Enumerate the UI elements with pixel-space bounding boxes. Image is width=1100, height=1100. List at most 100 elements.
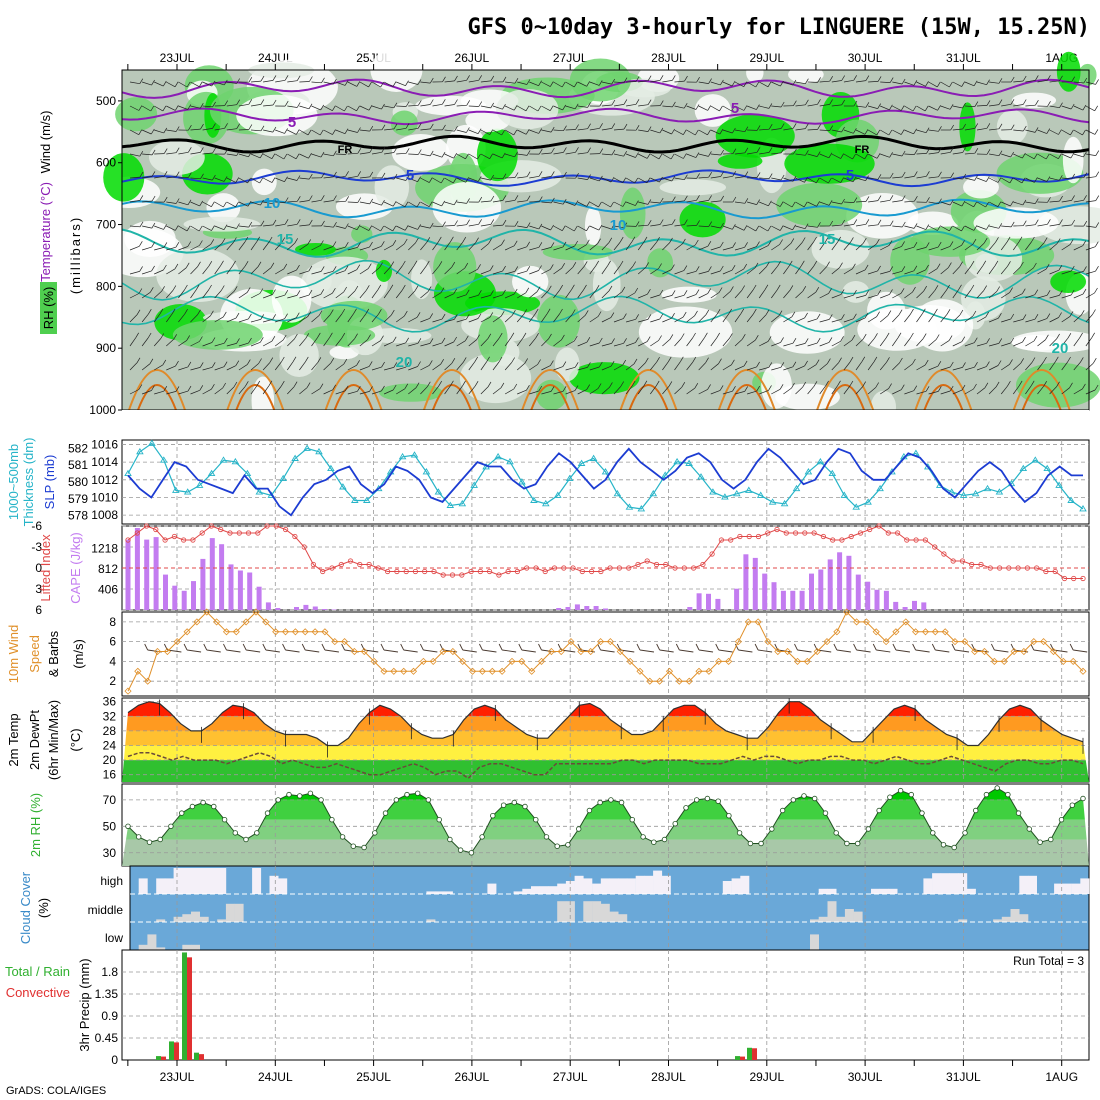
wind-barb-flag [1046, 176, 1051, 182]
wind-barb [952, 152, 963, 155]
lifted-index-point [876, 523, 882, 529]
wind-barb-flag [368, 81, 372, 88]
wind-barb-flag [888, 240, 893, 246]
lifted-index-point [486, 568, 493, 575]
wind-speed-point [656, 677, 664, 685]
wind-barb-flag [767, 225, 772, 232]
thickness-point [172, 486, 180, 493]
lifted-index-point [551, 565, 558, 571]
wind-barb-flag [1010, 200, 1014, 207]
wind-barb [529, 129, 539, 134]
wind-barb-flag [938, 171, 942, 177]
wind-barb-flag [453, 288, 458, 294]
cape-bar [191, 581, 196, 610]
rh-cell [542, 244, 613, 261]
wind-barb [190, 128, 201, 131]
wind-barb-flag [341, 643, 346, 651]
cape-bar [556, 608, 562, 610]
wind-barb [650, 268, 659, 275]
wind-barb-flag [151, 79, 155, 86]
wind-barb [504, 105, 515, 111]
wind-barb [771, 315, 780, 323]
wind-barb [1085, 389, 1096, 395]
wind-barb-flag [478, 219, 482, 225]
wind-barb-flag [595, 285, 600, 291]
rh-point [554, 843, 560, 849]
rh-cell [375, 259, 393, 282]
wind-barb [892, 105, 902, 111]
wind-barb [1061, 387, 1070, 395]
wind-barb [625, 241, 633, 251]
cloud-bar-high [827, 888, 837, 894]
wind-barb [662, 386, 670, 395]
wind-barb-flag [1010, 76, 1015, 83]
rh-point [801, 793, 807, 799]
wind-barb-flag [962, 362, 966, 368]
wind-barb [529, 81, 539, 87]
wind-barb-flag [995, 237, 999, 243]
wind-barb [492, 105, 503, 110]
wind-barb [1000, 266, 1008, 275]
cloud-bar-middle [234, 903, 244, 922]
wind-barb-flag [912, 358, 916, 365]
rh-cell [973, 207, 1059, 239]
wind-barb [989, 343, 999, 347]
wind-barb-flag [995, 381, 1000, 388]
wind-barb-flag [961, 81, 966, 87]
wind-barb [468, 318, 479, 323]
wind-barb-flag [403, 238, 408, 245]
wind-speed-point [912, 628, 920, 636]
wind-barb-flag [441, 99, 446, 105]
wind-barb-flag [1022, 220, 1027, 226]
wind-barb [129, 225, 141, 228]
wind-barb-flag [211, 337, 216, 343]
y-tick-label: 36 [103, 695, 117, 709]
wind-barb-flag [369, 125, 374, 132]
wind-barb-flag [454, 99, 458, 105]
wind-barb [141, 337, 149, 347]
wind-barb [710, 105, 720, 112]
cloud-bar-high [879, 888, 889, 894]
wind-barb-flag [163, 196, 168, 203]
rh-cell [1078, 63, 1097, 86]
wind-barb [600, 649, 615, 653]
wind-barb [226, 343, 237, 347]
rh-point [146, 839, 153, 845]
wind-barb-flag [646, 153, 651, 159]
wind-barb-flag [380, 225, 385, 232]
wind-barb [1013, 319, 1024, 323]
rh-cell [1062, 136, 1084, 184]
wind-barb-flag [720, 171, 725, 177]
axis-ticks: 1.81.350.90.450 [95, 965, 119, 1067]
date-label-bottom: 25JUL [356, 1070, 391, 1084]
wind-barb-flag [332, 288, 336, 294]
wind-barb-flag [817, 99, 821, 105]
wind-barb [129, 105, 140, 111]
wind-barb [263, 224, 274, 227]
wind-barb [565, 289, 572, 299]
wind-barb [311, 388, 321, 395]
wind-barb-flag [462, 357, 467, 363]
wind-barb [238, 129, 249, 131]
wind-barb [855, 80, 866, 83]
cape-bar [883, 590, 889, 610]
wind-barb-flag [597, 311, 602, 317]
wind-barb-flag [574, 103, 579, 109]
wind-barb-flag [187, 385, 192, 392]
wind-barb-flag [865, 175, 869, 181]
wind-barb-flag [864, 153, 869, 160]
lifted-index-point [663, 561, 669, 568]
wind-barb-flag [151, 385, 155, 391]
wind-barb-flag [417, 100, 422, 106]
cape-bar [172, 585, 178, 610]
wind-barb-flag [889, 152, 893, 158]
wind-barb [529, 225, 540, 230]
y-tick-label: 2 [109, 674, 116, 688]
wind-barb [383, 314, 392, 323]
y-tick-label: 579 [68, 492, 88, 506]
lifted-index-point [1080, 575, 1086, 582]
wind-barb-flag [1091, 332, 1096, 338]
wind-barb [190, 201, 200, 207]
boundary-layer-contour [333, 384, 374, 411]
